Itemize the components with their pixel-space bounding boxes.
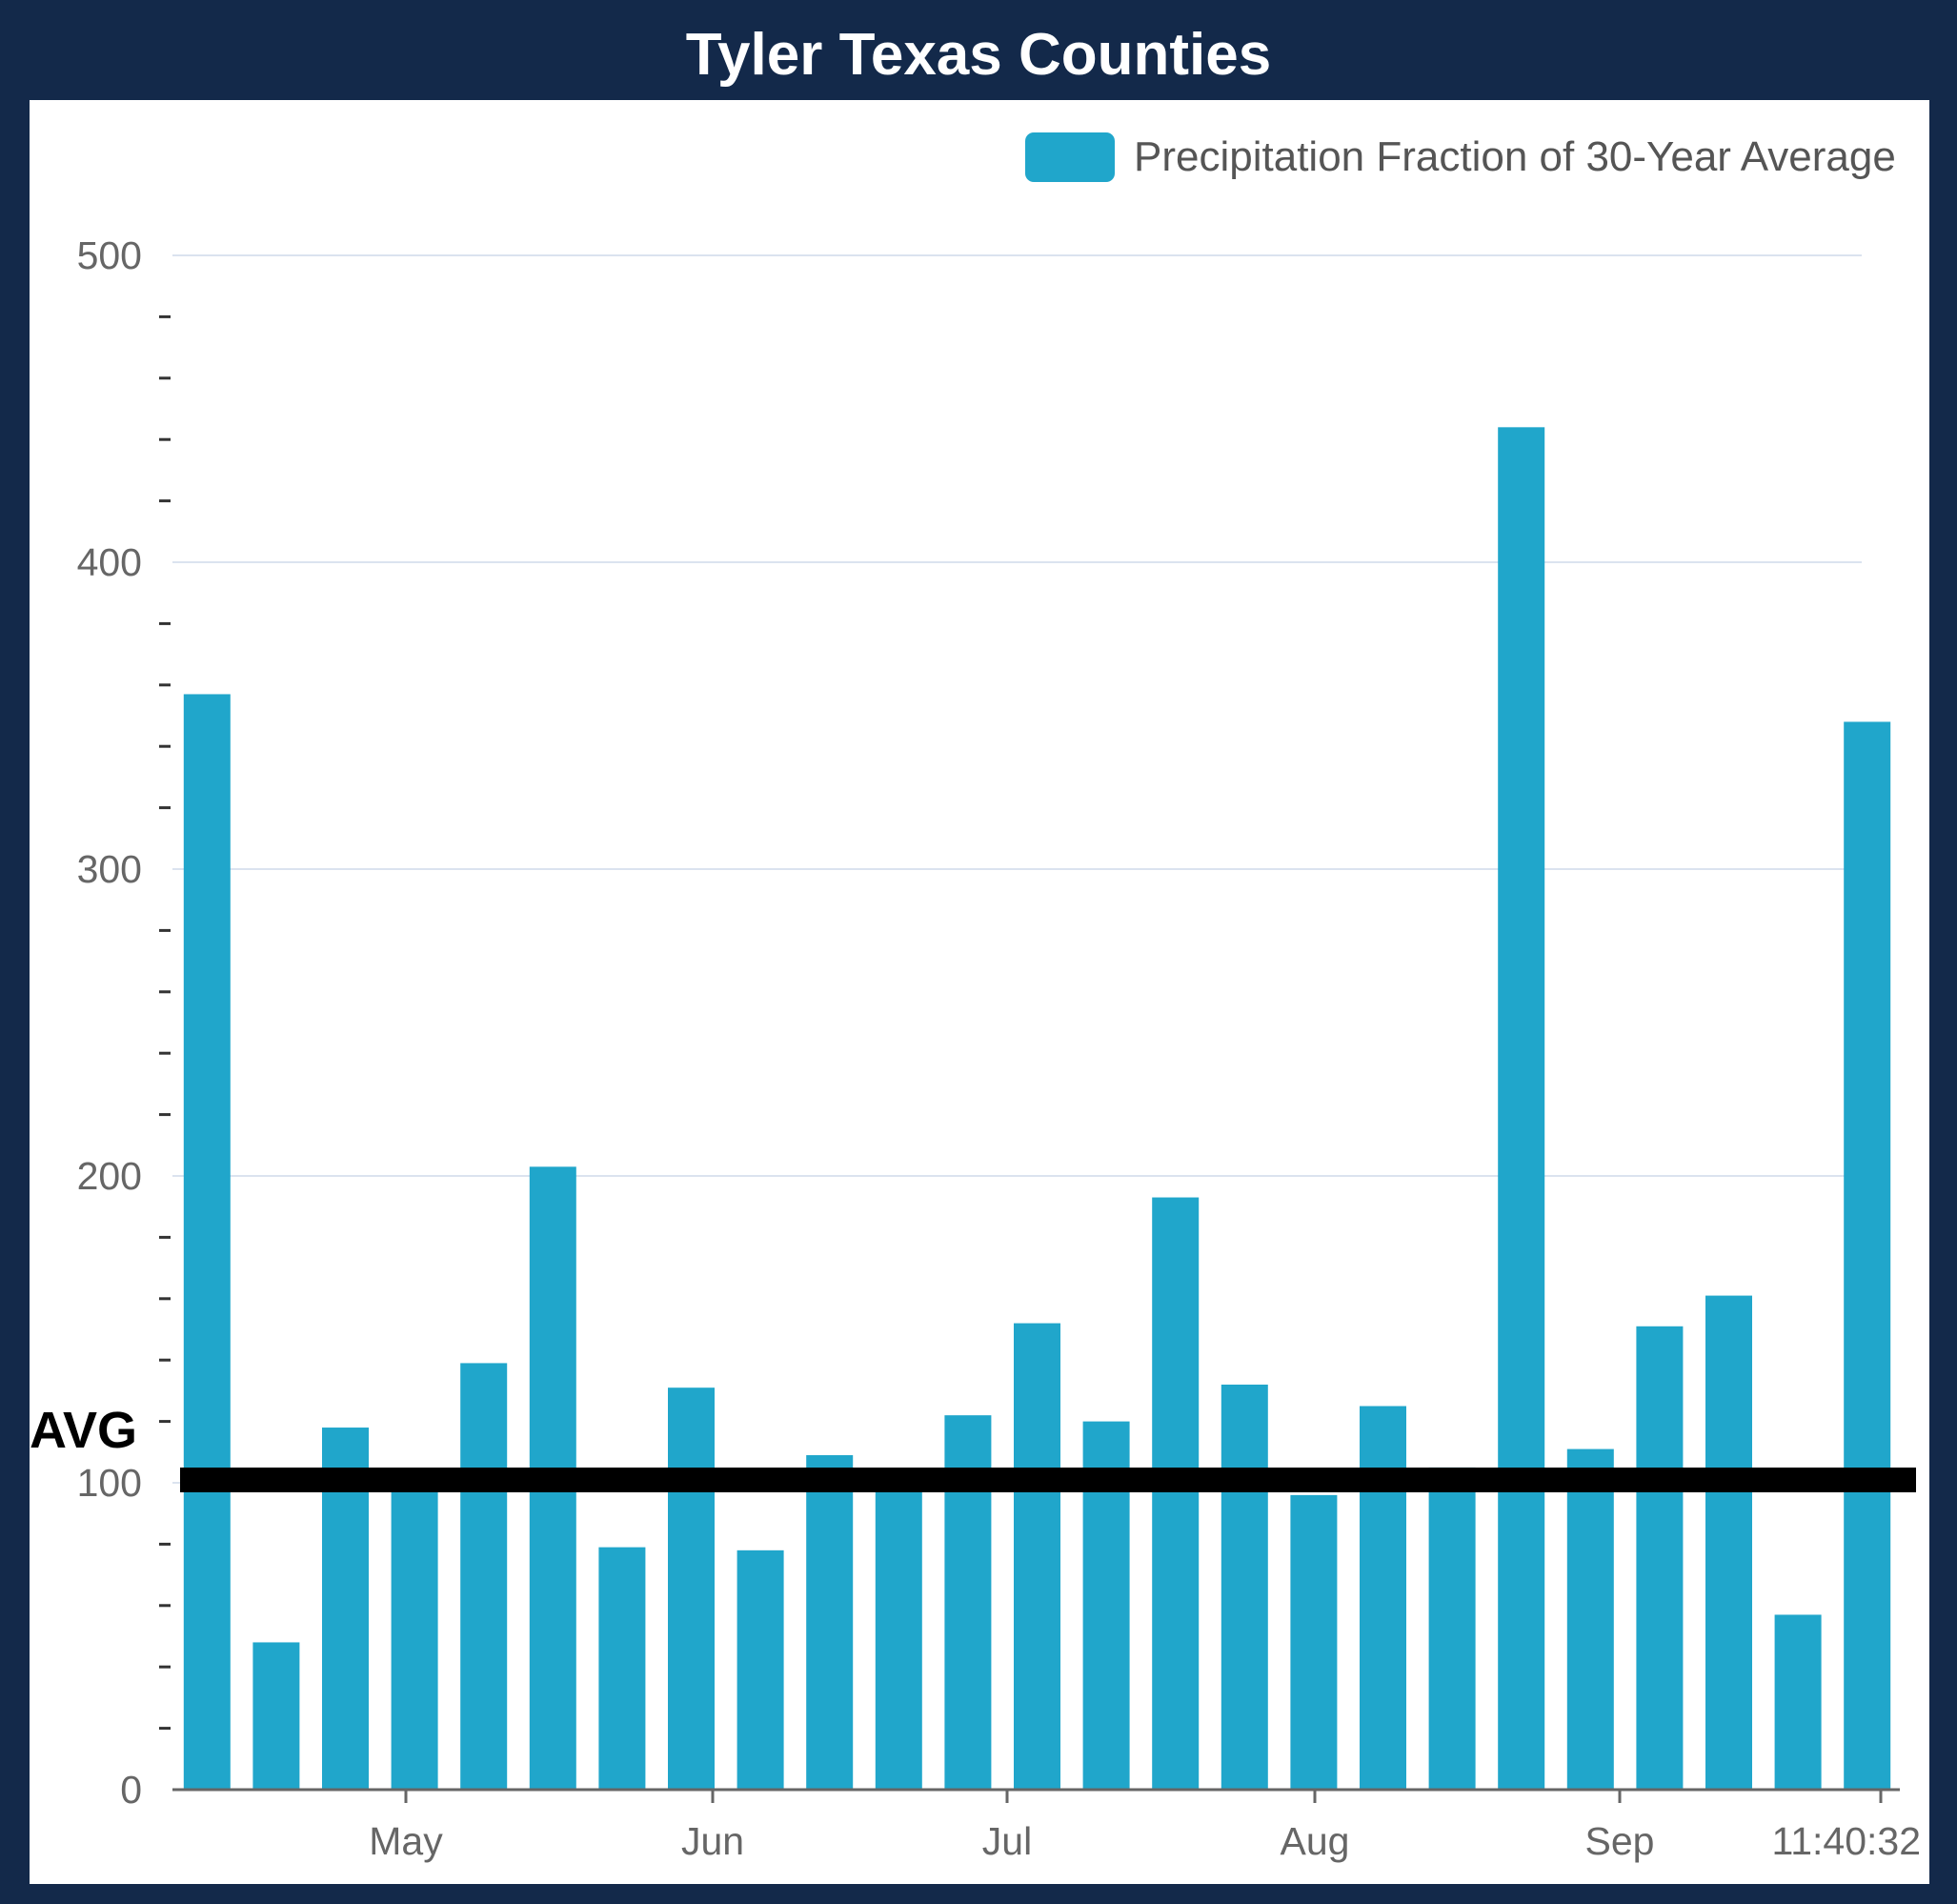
x-tick-label: Sep [1585, 1819, 1655, 1863]
bar [391, 1483, 438, 1790]
bar [736, 1550, 784, 1790]
chart-legend[interactable]: Precipitation Fraction of 30-Year Averag… [1025, 129, 1896, 186]
y-tick-label: 300 [77, 847, 142, 891]
bar [460, 1363, 508, 1790]
y-tick-label: 500 [77, 233, 142, 277]
bar [1498, 427, 1545, 1790]
bar [1014, 1323, 1060, 1790]
bar [1774, 1614, 1822, 1790]
x-tick-label: 11:40:32 [1771, 1819, 1921, 1863]
y-minor-ticks [159, 314, 171, 1731]
gridlines [172, 254, 1862, 1484]
bar [1844, 721, 1891, 1791]
bar [875, 1483, 922, 1790]
y-tick-label: 100 [77, 1461, 142, 1505]
x-tick-label: Aug [1281, 1819, 1350, 1863]
chart-title: Tyler Texas Counties [685, 22, 1272, 88]
bar [1636, 1326, 1684, 1790]
bar [252, 1642, 300, 1790]
bar [1705, 1295, 1752, 1790]
x-axis-labels: May Jun Jul Aug Sep 11:40:32 [369, 1790, 1921, 1863]
bar [1221, 1384, 1268, 1790]
bar [183, 694, 231, 1791]
x-tick-label: Jun [681, 1819, 744, 1863]
y-tick-label: 400 [77, 540, 142, 584]
x-tick-label: May [369, 1819, 443, 1863]
y-axis-labels: 0 100 200 300 400 500 [77, 233, 142, 1812]
legend-label: Precipitation Fraction of 30-Year Averag… [1134, 133, 1896, 180]
bar [598, 1547, 646, 1790]
bar [1360, 1406, 1406, 1790]
bar [1152, 1197, 1200, 1790]
legend-swatch [1025, 132, 1115, 182]
bars [183, 427, 1891, 1791]
y-tick-label: 0 [120, 1768, 142, 1812]
bar [1290, 1494, 1338, 1790]
bar [1428, 1467, 1476, 1790]
chart-panel: 0 100 200 300 400 500 May Jun Jul Aug Sep 11:40:32 … [30, 100, 1929, 1884]
avg-label: AVG [30, 1402, 138, 1459]
bar [668, 1387, 715, 1790]
bar-chart: 0 100 200 300 400 500 May Jun Jul Aug Sep 11:40:32 [77, 233, 1921, 1863]
x-tick-label: Jul [982, 1819, 1032, 1863]
y-tick-label: 200 [77, 1154, 142, 1198]
bar [806, 1455, 854, 1790]
bar [1566, 1448, 1614, 1790]
